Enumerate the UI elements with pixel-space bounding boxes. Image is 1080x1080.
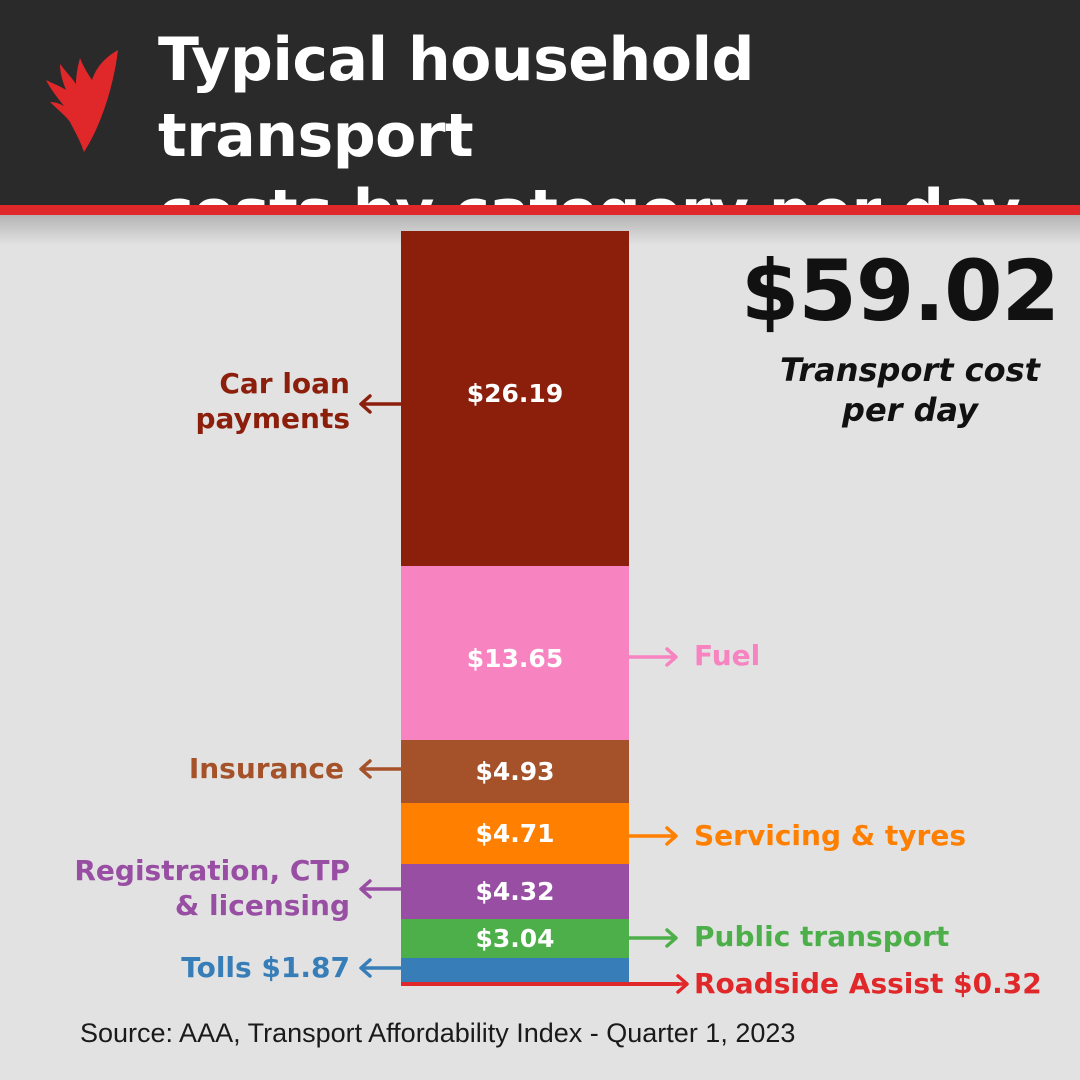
segment-servicing: $4.71 [401, 803, 629, 864]
label-line: Roadside Assist $0.32 [694, 967, 1042, 1000]
label-line: Fuel [694, 639, 761, 672]
label-line: Registration, CTP [74, 854, 350, 887]
total-value: $59.02 [740, 242, 1060, 340]
arrow-left-icon [359, 958, 402, 978]
segment-value: $26.19 [466, 379, 564, 408]
label-public-transport: Public transport [694, 919, 949, 954]
segment-value: $4.71 [475, 819, 555, 848]
header-stripe [0, 205, 1080, 215]
label-insurance: Insurance [189, 751, 344, 786]
label-fuel: Fuel [694, 638, 760, 673]
label-servicing: Servicing & tyres [694, 818, 966, 853]
total-caption: Transport cost per day [740, 350, 1080, 430]
arrow-right-icon [629, 647, 678, 667]
label-line: Tolls $1.87 [181, 951, 350, 984]
arrow-left-icon [359, 759, 402, 779]
label-line: & licensing [174, 889, 350, 922]
header-banner: Typical household transport costs by cat… [0, 0, 1080, 247]
segment-roadside-assist [401, 982, 679, 986]
segment-value: $4.32 [475, 877, 555, 906]
segment-car-loan: $26.19 [401, 231, 629, 566]
arrow-right-icon [629, 928, 678, 948]
segment-value: $3.04 [475, 924, 555, 953]
segment-value: $13.65 [466, 643, 564, 673]
label-line: Insurance [188, 752, 344, 785]
label-line: Servicing & tyres [694, 819, 967, 852]
segment-public-transport: $3.04 [401, 919, 629, 958]
caption-line: Transport cost [780, 351, 1040, 389]
arrow-left-icon [359, 394, 402, 414]
segment-value: $4.93 [475, 757, 555, 786]
label-line: Public transport [694, 920, 950, 953]
label-tolls: Tolls $1.87 [181, 950, 350, 985]
label-registration: Registration, CTP & licensing [74, 853, 350, 923]
segment-insurance: $4.93 [401, 740, 629, 803]
label-line: Car loan [219, 367, 350, 400]
label-roadside-assist: Roadside Assist $0.32 [694, 966, 1042, 1001]
segment-registration: $4.32 [401, 864, 629, 919]
label-line: payments [195, 402, 350, 435]
arrow-left-icon [359, 879, 402, 899]
title-line-1: Typical household transport [158, 25, 754, 171]
label-car-loan: Car loan payments [196, 366, 350, 436]
arrow-right-icon [660, 974, 689, 994]
arrow-right-icon [629, 826, 678, 846]
sbs-logo-icon [46, 50, 118, 152]
caption-line: per day [842, 391, 978, 429]
segment-tolls [401, 958, 629, 982]
segment-fuel: $13.65 [401, 566, 629, 740]
source-note: Source: AAA, Transport Affordability Ind… [80, 1018, 796, 1048]
